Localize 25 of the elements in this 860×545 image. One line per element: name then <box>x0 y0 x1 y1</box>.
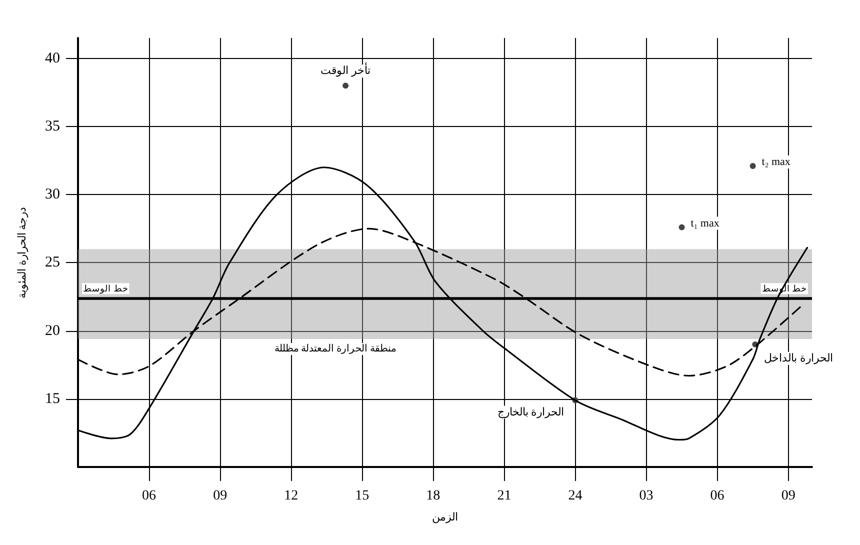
x-tick-label: 24 <box>568 488 582 504</box>
x-tick-label: 06 <box>142 488 156 504</box>
band-label: منطقة الحرارة المعتدلة مظللة <box>274 343 396 354</box>
y-tick-label: 15 <box>45 390 60 407</box>
x-tick-label: 03 <box>639 488 654 504</box>
y-tick-label: 20 <box>45 322 60 339</box>
x-tick-label: 15 <box>355 488 370 504</box>
x-tick-label: 12 <box>284 488 298 504</box>
annotation: t₁ max <box>690 217 720 230</box>
y-axis-title: درجة الحرارة المئوية <box>16 206 28 298</box>
y-tick-label: 25 <box>45 254 60 271</box>
y-tick-label: 30 <box>45 186 60 203</box>
x-axis-title: الزمن <box>432 512 458 524</box>
x-tick-label: 09 <box>213 488 228 504</box>
y-tick-label: 35 <box>45 118 60 135</box>
annotation: الحرارة بالخارج <box>497 406 564 418</box>
ref-line-label: خط الوسط <box>83 284 128 295</box>
annotation: t₂ max <box>762 156 791 168</box>
annotation: الحرارة بالداخل <box>764 352 833 364</box>
x-tick-label: 18 <box>426 488 440 504</box>
y-tick-label: 40 <box>45 50 60 66</box>
annotation: تأخر الوقت <box>320 63 370 78</box>
x-tick-label: 21 <box>497 488 512 504</box>
x-tick-label: 09 <box>781 488 796 504</box>
x-tick-label: 06 <box>710 488 724 504</box>
